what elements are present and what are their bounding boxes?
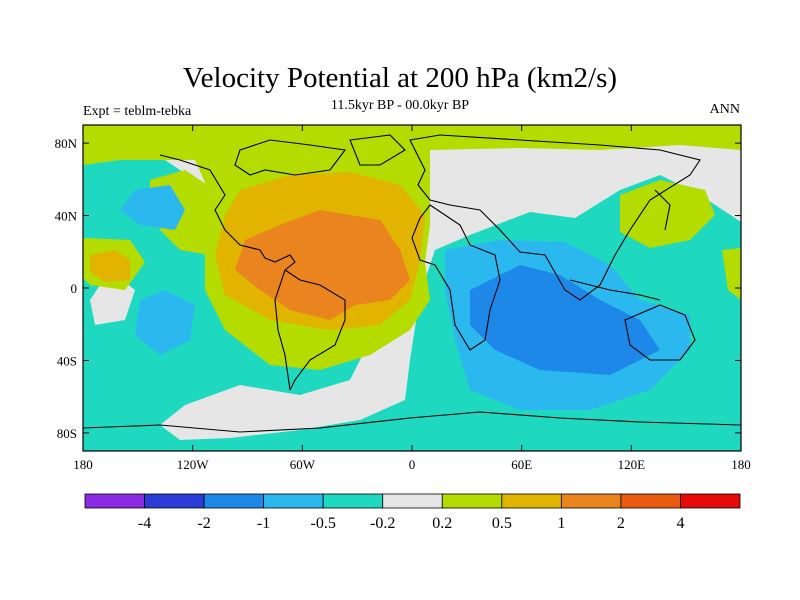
y-axis: 80N 40N 0 40S 80S [55,136,741,441]
colorbar: -4 -2 -1 -0.5 -0.2 0.2 0.5 1 2 4 [84,493,741,532]
colorbar-label: -0.2 [370,515,395,532]
field-contour-pos-pacific [90,250,130,282]
colorbar-swatch [620,493,681,509]
season-label: ANN [709,102,740,117]
colorbar-label: 1 [557,515,565,532]
colorbar-swatch [263,493,324,509]
colorbar-label: -1 [257,515,270,532]
field-contour-neutral-arctic [430,145,741,225]
colorbar-swatch [144,493,205,509]
colorbar-swatch [680,493,741,509]
field-contour-pos-strong [235,210,410,320]
colorbar-label: -2 [197,515,210,532]
field-contour-neg-strong [470,265,660,375]
y-tick-label: 0 [71,281,78,296]
y-tick-label: 40S [57,353,77,368]
x-tick-label: 60E [511,457,532,472]
colorbar-swatch [382,493,443,509]
chart-subtitle: 11.5kyr BP - 00.0kyr BP [330,98,470,113]
colorbar-swatch [560,493,622,509]
field-contour-neg-mid-pacific [120,185,185,230]
colorbar-label: -0.5 [311,515,336,532]
y-tick-label: 40N [55,209,78,224]
colorbar-label: 2 [617,515,625,532]
x-tick-label: 180 [731,457,751,472]
colorbar-swatch [84,493,145,509]
colorbar-label: 0.5 [492,515,512,532]
colorbar-label: 4 [676,515,684,532]
colorbar-label: 0.2 [432,515,452,532]
colorbar-swatch [441,493,503,509]
colorbar-swatch [322,493,384,509]
y-tick-label: 80N [55,136,78,151]
colorbar-label: -4 [138,515,151,532]
colorbar-swatch [203,493,265,509]
x-tick-label: 60W [290,457,316,472]
x-axis: 180 120W 60W 0 60E 120E 180 [73,125,751,472]
x-tick-label: 180 [73,457,93,472]
experiment-label: Expt = teblm-tebka [83,104,192,119]
y-tick-label: 80S [57,426,77,441]
field-contour-pos-small [620,180,715,248]
x-tick-label: 0 [409,457,416,472]
field-contour-pos-small [722,248,741,300]
colorbar-swatch [501,493,562,509]
x-tick-label: 120W [177,457,210,472]
x-tick-label: 120E [618,457,646,472]
map-plot-area [83,125,741,451]
field-contour-neg-mid-pacific [135,290,195,355]
coastlines [83,134,741,433]
chart-title: Velocity Potential at 200 hPa (km2/s) [182,62,618,94]
